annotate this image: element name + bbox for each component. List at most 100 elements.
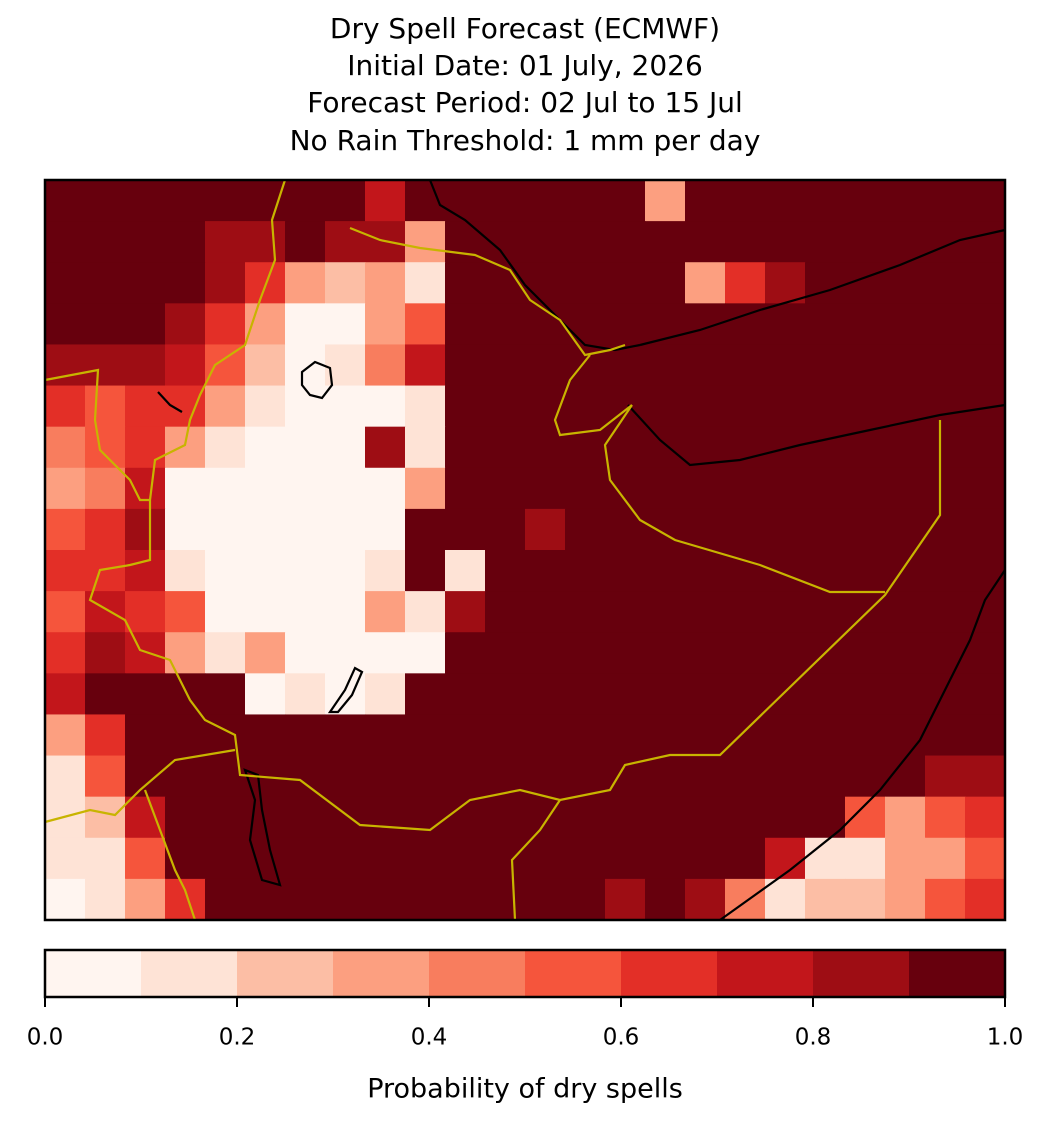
cell — [365, 303, 406, 346]
cell — [765, 714, 806, 757]
cell — [965, 796, 1006, 839]
cell — [565, 673, 606, 716]
cell — [685, 878, 726, 921]
cell — [725, 755, 766, 798]
cell — [365, 591, 406, 633]
cell — [85, 714, 126, 757]
cell — [125, 837, 166, 880]
cell — [605, 426, 646, 469]
cell — [725, 878, 766, 921]
cell — [885, 467, 926, 510]
cell — [165, 262, 206, 304]
cell — [85, 467, 126, 510]
cell — [165, 221, 206, 263]
cell — [205, 796, 246, 839]
cell — [645, 714, 686, 757]
cell — [965, 467, 1006, 510]
cell — [965, 673, 1006, 716]
cell — [685, 755, 726, 798]
cell — [285, 550, 326, 592]
cell — [925, 673, 966, 716]
cell — [125, 221, 166, 263]
cell — [685, 796, 726, 839]
cell — [925, 303, 966, 346]
cell — [885, 796, 926, 839]
cell — [645, 221, 686, 263]
cell — [965, 591, 1006, 633]
cell — [165, 508, 206, 551]
cell — [725, 632, 766, 674]
cell — [765, 591, 806, 633]
cell — [925, 632, 966, 674]
cell — [325, 467, 366, 510]
cell — [365, 878, 406, 921]
cell — [165, 673, 206, 716]
cell — [565, 837, 606, 880]
cell — [165, 426, 206, 469]
tick-label: 0.8 — [795, 1025, 832, 1051]
colorbar — [45, 950, 1006, 997]
cell — [445, 426, 486, 469]
cell — [85, 755, 126, 798]
border — [44, 748, 236, 824]
cell — [445, 467, 486, 510]
cell — [205, 221, 246, 263]
colorbar-label: Probability of dry spells — [367, 1074, 683, 1105]
cell — [445, 591, 486, 633]
cell — [245, 467, 286, 510]
cell — [765, 796, 806, 839]
cell — [85, 303, 126, 346]
cell — [205, 180, 246, 222]
cell — [645, 508, 686, 551]
map-outlines — [44, 179, 1006, 921]
cell — [485, 837, 526, 880]
cell — [725, 714, 766, 757]
cell — [925, 714, 966, 757]
cell — [565, 632, 606, 674]
cell — [285, 878, 326, 921]
cell — [725, 508, 766, 551]
cell — [405, 632, 446, 674]
cell — [605, 714, 646, 757]
cell — [805, 426, 846, 469]
cell — [245, 878, 286, 921]
cell — [85, 344, 126, 387]
cell — [965, 344, 1006, 387]
title-line: Initial Date: 01 July, 2026 — [347, 49, 703, 82]
lake — [243, 768, 282, 887]
cell — [885, 262, 926, 304]
cell — [645, 796, 686, 839]
cell — [805, 878, 846, 921]
cell — [965, 755, 1006, 798]
cell — [445, 550, 486, 592]
cell — [205, 467, 246, 510]
cell — [645, 632, 686, 674]
cell — [805, 262, 846, 304]
cell — [165, 796, 206, 839]
cell — [285, 344, 326, 387]
cell — [925, 344, 966, 387]
cell — [965, 303, 1006, 346]
cell — [685, 180, 726, 222]
cell — [525, 467, 566, 510]
cell — [645, 344, 686, 387]
cell — [885, 508, 926, 551]
cell — [285, 591, 326, 633]
cell — [725, 262, 766, 304]
cell — [925, 550, 966, 592]
cell — [565, 714, 606, 757]
cell — [405, 426, 446, 469]
cell — [805, 591, 846, 633]
cell — [445, 180, 486, 222]
cell — [845, 837, 886, 880]
cell — [125, 550, 166, 592]
cell — [405, 303, 446, 346]
cell — [325, 714, 366, 757]
cell — [525, 632, 566, 674]
cell — [805, 303, 846, 346]
colorbar-bin — [333, 950, 430, 997]
cell — [725, 221, 766, 263]
cell — [845, 508, 886, 551]
cell — [125, 714, 166, 757]
cell — [205, 385, 246, 428]
